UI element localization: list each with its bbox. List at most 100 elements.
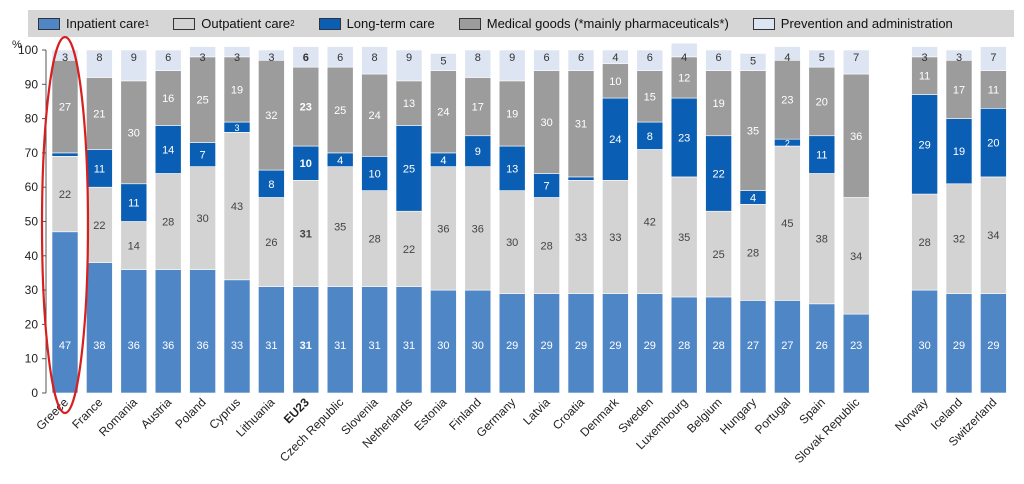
legend-item-outpatient: Outpatient care 2: [173, 16, 295, 31]
data-label: 6: [544, 52, 550, 64]
bar-segment: [361, 156, 388, 191]
bar-segment: [911, 46, 938, 58]
data-label: 35: [678, 232, 690, 244]
bar-segment: [533, 49, 560, 71]
data-label: 7: [200, 150, 206, 162]
data-label: 7: [990, 52, 996, 64]
bar-segment: [808, 66, 836, 137]
data-label: 3: [956, 52, 962, 64]
bar-segment: [395, 210, 423, 287]
bar-segment: [567, 49, 595, 71]
data-label: 36: [128, 340, 140, 352]
data-label: 34: [987, 230, 999, 242]
legend-swatch-outpatient: [173, 17, 196, 30]
bar-segment: [361, 46, 388, 75]
bar-segment: [361, 286, 388, 394]
bar-segment: [498, 145, 526, 191]
x-category-label: Austria: [138, 395, 175, 432]
data-label: 42: [644, 217, 656, 229]
data-label: 6: [716, 52, 722, 64]
y-tick-label: 80: [25, 112, 39, 126]
bar-segment: [705, 296, 732, 394]
bar-segment: [430, 53, 457, 71]
bar-segment: [533, 197, 560, 294]
x-category-label: Spain: [796, 395, 828, 427]
x-category-label: EU23: [281, 395, 312, 426]
y-axis-unit: %: [12, 39, 22, 51]
bar-segment: [292, 66, 320, 147]
data-label: 31: [334, 340, 346, 352]
bar-segment: [842, 197, 870, 315]
bar-segment: [292, 46, 320, 68]
bar-segment: [567, 293, 595, 394]
bar-segment: [258, 197, 285, 287]
data-label: 43: [231, 201, 243, 213]
data-label: 17: [953, 84, 965, 96]
bar-segment: [154, 173, 182, 270]
bar-segment: [51, 231, 79, 394]
legend: Inpatient care 1 Outpatient care 2 Long-te…: [28, 10, 1014, 37]
data-label: 26: [265, 237, 277, 249]
bars: 4722273382211218361411309362814166363072…: [51, 42, 1007, 394]
bar-segment: [705, 70, 732, 137]
bar-segment: [361, 73, 388, 157]
x-category-label: Romania: [96, 395, 140, 439]
data-label: 31: [575, 119, 587, 131]
y-tick-label: 20: [25, 317, 39, 331]
data-label: 27: [59, 102, 71, 114]
data-label: 3: [234, 52, 240, 64]
legend-label-long-term: Long-term care: [346, 16, 435, 31]
x-axis-labels: GreeceFranceRomaniaAustriaPolandCyprusLi…: [33, 395, 999, 466]
bar-segment: [120, 49, 148, 82]
data-label: 4: [337, 155, 343, 167]
data-label: 4: [750, 192, 756, 204]
bar-segment: [636, 149, 664, 294]
data-label: 28: [918, 237, 930, 249]
data-label: 28: [712, 340, 724, 352]
data-label: 6: [165, 52, 171, 64]
y-tick-label: 50: [25, 215, 39, 229]
data-label: 29: [575, 340, 587, 352]
bar-segment: [120, 183, 148, 222]
data-label: 3: [234, 123, 239, 133]
data-label: 19: [506, 108, 518, 120]
bar-segment: [911, 56, 938, 95]
data-label: 32: [265, 110, 277, 122]
bar-segment: [395, 80, 423, 126]
data-label: 11: [919, 71, 930, 83]
data-label: 29: [987, 340, 999, 352]
data-label: 23: [678, 132, 690, 144]
bar-segment: [189, 56, 216, 143]
data-label: 22: [712, 168, 724, 180]
bar-segment: [223, 56, 251, 123]
x-category-label: Poland: [172, 395, 208, 431]
bar-segment: [980, 70, 1007, 109]
bar-segment: [223, 279, 251, 394]
data-label: 36: [196, 340, 208, 352]
bar-segment: [567, 70, 595, 178]
bar-segment: [223, 132, 251, 281]
data-label: 21: [93, 108, 105, 120]
data-label: 12: [678, 72, 690, 84]
data-label: 29: [609, 340, 621, 352]
bar-segment: [464, 289, 492, 394]
bar-segment: [670, 56, 698, 99]
bar-segment: [774, 46, 801, 61]
bar-segment: [705, 135, 732, 212]
data-label: 19: [712, 98, 724, 110]
data-label: 30: [918, 340, 930, 352]
x-category-label: Latvia: [520, 395, 553, 428]
data-label: 36: [472, 223, 484, 235]
highlight-ellipse: [40, 35, 90, 415]
data-label: 28: [540, 241, 552, 253]
data-label: 23: [300, 102, 312, 114]
bar-segment: [739, 300, 767, 394]
bar-segment: [361, 190, 388, 287]
data-label: 24: [368, 110, 380, 122]
bar-segment: [154, 70, 182, 126]
data-label: 11: [816, 150, 827, 162]
bar-segment: [464, 49, 492, 78]
bar-segment: [395, 286, 423, 394]
data-label: 29: [918, 139, 930, 151]
